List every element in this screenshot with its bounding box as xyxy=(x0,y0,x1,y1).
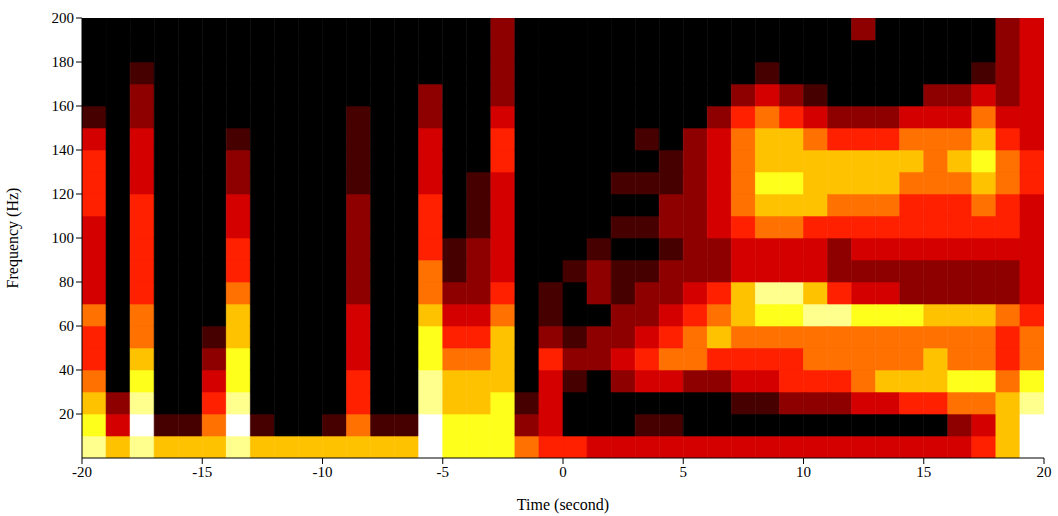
svg-text:200: 200 xyxy=(52,10,75,26)
svg-text:20: 20 xyxy=(59,406,74,422)
svg-text:-15: -15 xyxy=(192,464,212,480)
svg-text:160: 160 xyxy=(52,98,75,114)
svg-text:-10: -10 xyxy=(313,464,333,480)
svg-text:40: 40 xyxy=(59,362,74,378)
svg-text:Time (second): Time (second) xyxy=(517,496,609,514)
svg-text:140: 140 xyxy=(52,142,75,158)
svg-text:15: 15 xyxy=(916,464,931,480)
svg-text:0: 0 xyxy=(559,464,567,480)
svg-text:-20: -20 xyxy=(72,464,92,480)
svg-text:120: 120 xyxy=(52,186,75,202)
svg-text:10: 10 xyxy=(796,464,811,480)
svg-text:180: 180 xyxy=(52,54,75,70)
svg-text:60: 60 xyxy=(59,318,74,334)
svg-text:Frequency (Hz): Frequency (Hz) xyxy=(4,188,22,289)
svg-text:-5: -5 xyxy=(437,464,450,480)
svg-text:5: 5 xyxy=(680,464,688,480)
svg-text:80: 80 xyxy=(59,274,74,290)
svg-text:100: 100 xyxy=(52,230,75,246)
svg-text:20: 20 xyxy=(1037,464,1052,480)
